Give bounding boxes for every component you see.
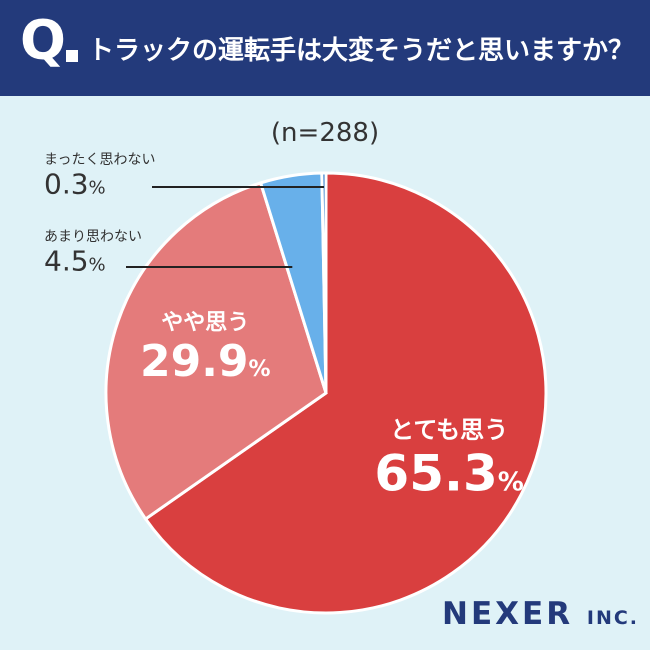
slice-value-2: 29.9% <box>140 336 271 387</box>
question-text: トラックの運転手は大変そうだと思いますか？ <box>88 36 635 66</box>
q-dot-icon <box>66 50 78 62</box>
brand-suffix: INC. <box>586 607 640 629</box>
pie-slice-4 <box>320 171 328 394</box>
slice-value-4: 0.3% <box>44 167 106 200</box>
pie-slice-1 <box>143 171 548 615</box>
slice-label-4: まったく思わない <box>44 152 155 168</box>
slice-value-3: 4.5% <box>44 244 106 277</box>
slice-label-2: やや思う <box>161 311 249 336</box>
slice-label-1: とても思う <box>390 416 508 444</box>
question-header: Q トラックの運転手は大変そうだと思いますか？ <box>0 0 650 96</box>
q-mark: Q <box>20 9 66 72</box>
sample-size: (n=288) <box>270 118 380 148</box>
slice-value-1: 65.3% <box>374 444 523 502</box>
brand-name: NEXER <box>442 596 574 632</box>
brand-logo: NEXER INC. <box>442 596 639 632</box>
slice-label-3: あまり思わない <box>44 229 142 245</box>
